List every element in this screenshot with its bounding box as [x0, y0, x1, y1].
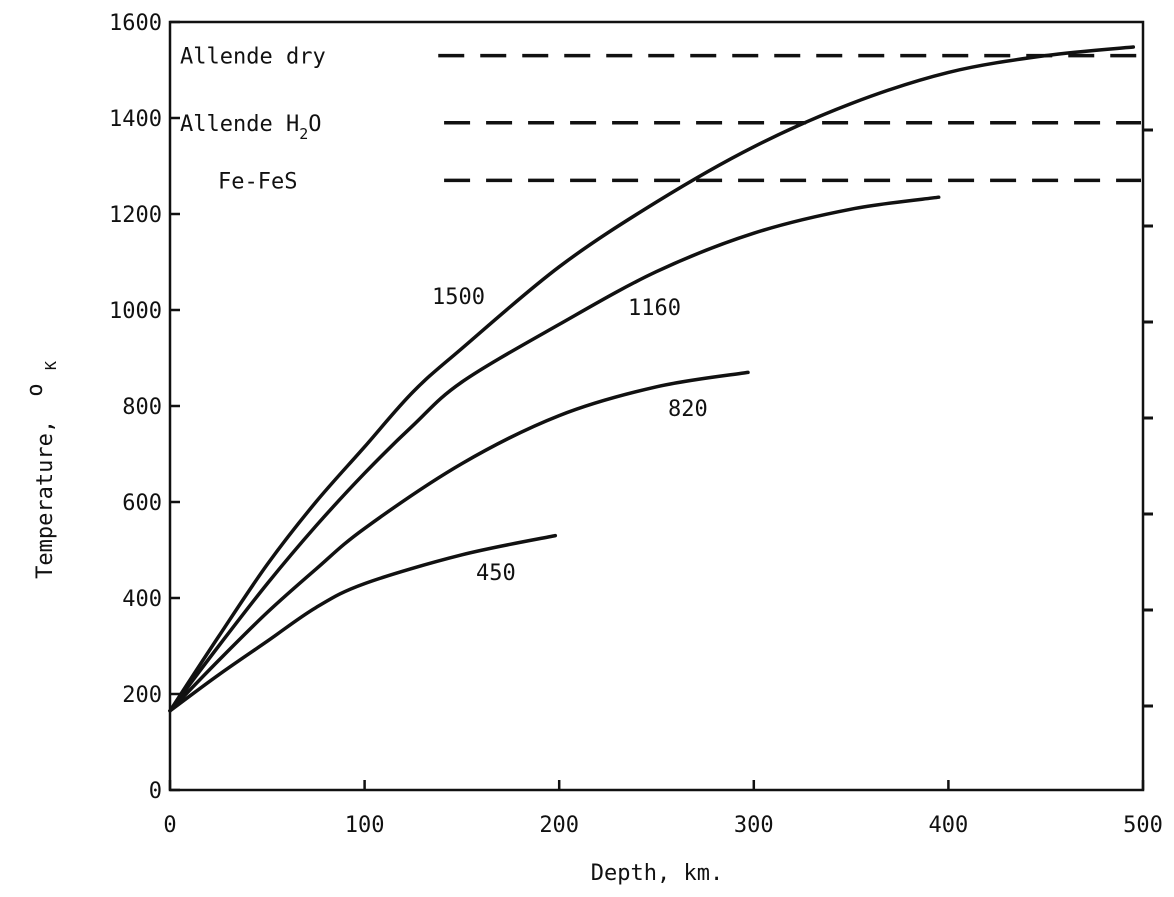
reference-lines: Allende dry Allende H2O Fe-FeS	[180, 45, 1141, 194]
plot-frame	[168, 20, 1145, 792]
y-axis-title: Temperature, o K	[23, 361, 60, 579]
series-line-1160	[168, 195, 941, 713]
y-tick-label-0: 0	[149, 779, 162, 804]
y-axis: 0 200 400 600 800 1000 1200 1400 1600	[109, 11, 180, 804]
ref-label-allende-h2o: Allende H2O	[180, 112, 322, 143]
series-curves	[168, 45, 1136, 713]
x-tick-label-400: 400	[929, 813, 969, 838]
y-tick-label-600: 600	[122, 491, 162, 516]
x-axis: 0 100 200 300 400 500	[163, 780, 1163, 838]
y-tick-label-1600: 1600	[109, 11, 162, 36]
ref-label-fe-fes: Fe-FeS	[218, 169, 297, 194]
y-tick-label-800: 800	[122, 395, 162, 420]
series-line-820	[168, 370, 750, 713]
y-tick-label-1200: 1200	[109, 203, 162, 228]
right-axis-ticks	[1143, 128, 1153, 708]
y-tick-label-1000: 1000	[109, 299, 162, 324]
series-label-450: 450	[476, 561, 516, 586]
x-tick-label-100: 100	[345, 813, 385, 838]
x-tick-label-0: 0	[163, 813, 176, 838]
y-tick-label-1400: 1400	[109, 107, 162, 132]
y-tick-label-200: 200	[122, 683, 162, 708]
series-label-1160: 1160	[628, 296, 681, 321]
x-tick-label-500: 500	[1123, 813, 1163, 838]
ref-label-allende-dry: Allende dry	[180, 45, 326, 70]
series-line-450	[168, 533, 558, 713]
series-label-1500: 1500	[432, 285, 485, 310]
plot-border	[168, 20, 1145, 792]
y-axis-title-unit-sub: K	[42, 361, 60, 370]
y-tick-label-400: 400	[122, 587, 162, 612]
series-line-1500	[168, 45, 1136, 713]
x-tick-label-200: 200	[539, 813, 579, 838]
y-axis-title-unit-sup: o	[23, 383, 48, 396]
series-label-820: 820	[668, 397, 708, 422]
x-axis-title: Depth, km.	[591, 861, 723, 886]
x-tick-label-300: 300	[734, 813, 774, 838]
curve-labels: 1500 1160 820 450	[432, 285, 708, 586]
y-axis-title-main: Temperature,	[33, 420, 58, 579]
